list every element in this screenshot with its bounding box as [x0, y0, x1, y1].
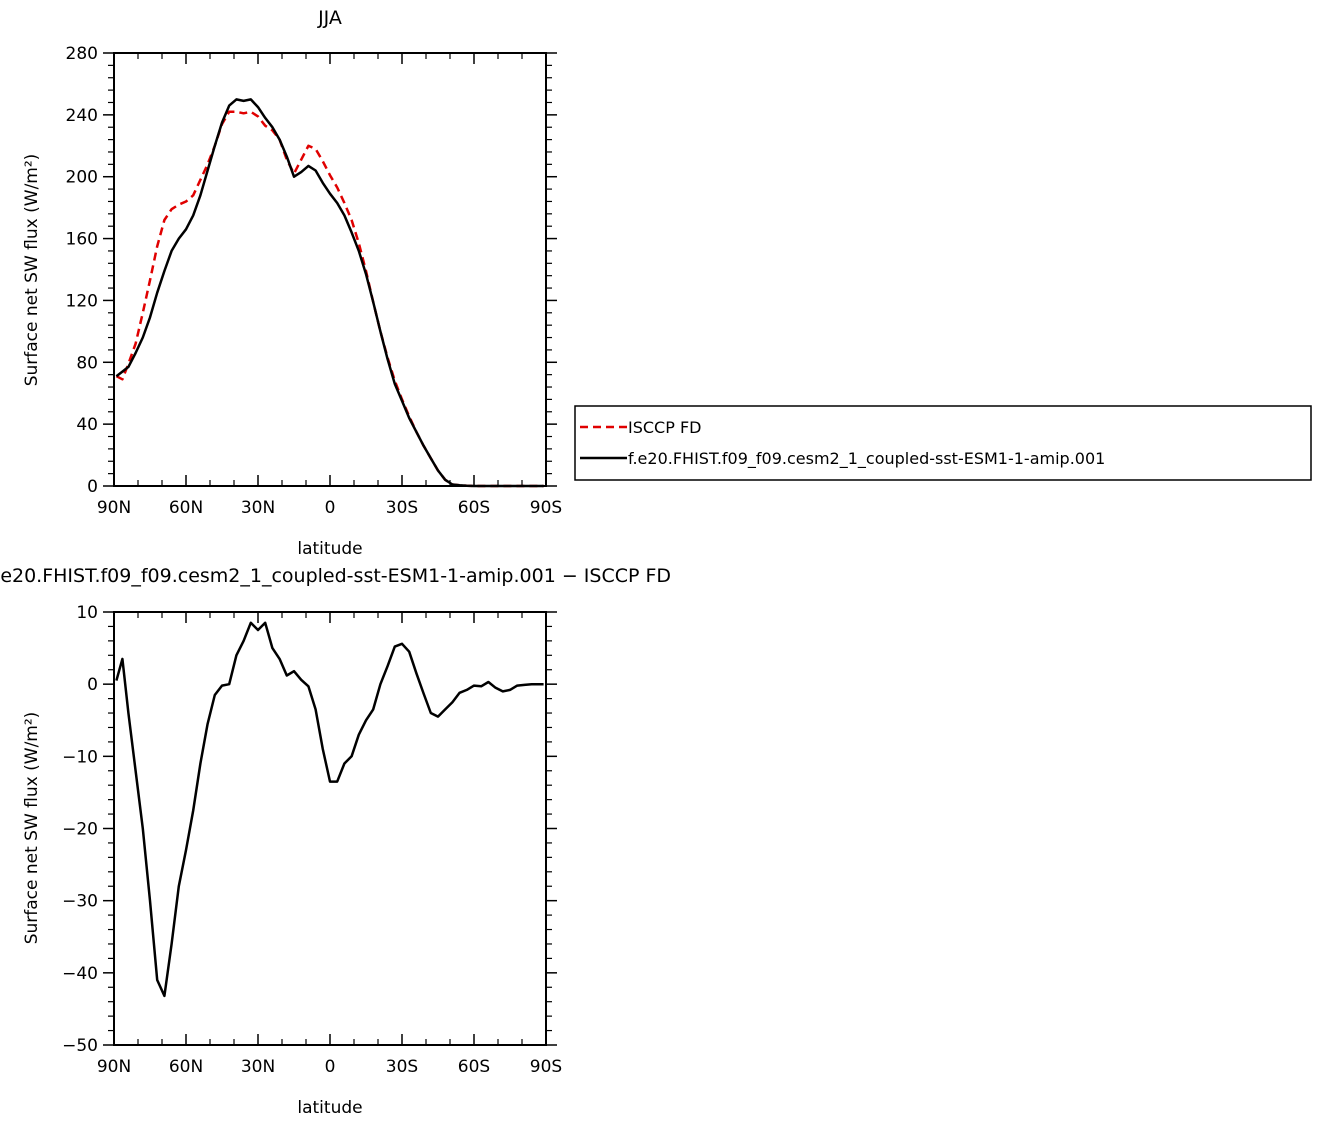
bottom-y-tick-label: −50 [62, 1036, 98, 1056]
top-y-tick-label: 160 [66, 230, 98, 250]
bottom-y-axis-title: Surface net SW flux (W/m²) [22, 712, 42, 945]
top-x-tick-label: 60N [169, 498, 203, 518]
bottom-y-tick-label: 0 [87, 675, 98, 695]
legend: ISCCP FD f.e20.FHIST.f09_f09.cesm2_1_cou… [574, 405, 1312, 481]
bottom-series-line-0 [115, 621, 544, 998]
bottom-panel-title: f.e20.FHIST.f09_f09.cesm2_1_coupled-sst-… [0, 565, 671, 587]
bottom-x-tick-label: 0 [325, 1057, 336, 1077]
bottom-x-tick-label: 30S [386, 1057, 418, 1077]
bottom-x-tick-label: 30N [241, 1057, 275, 1077]
top-panel-title: JJA [317, 7, 342, 29]
bottom-y-tick-label: −20 [62, 820, 98, 840]
bottom-x-axis-title: latitude [297, 1098, 362, 1118]
bottom-x-tick-label: 90S [530, 1057, 562, 1077]
top-y-axis-title: Surface net SW flux (W/m²) [22, 154, 42, 387]
bottom-y-tick-label: −40 [62, 964, 98, 984]
bottom-axes: 90N 60N 30N 0 30S 60S 90S −50 −40 −30 −20 −10 0 10 [62, 603, 562, 1077]
top-x-axis-title: latitude [297, 539, 362, 559]
bottom-y-tick-label: −10 [62, 747, 98, 767]
top-x-tick-label: 90N [97, 498, 131, 518]
legend-label-model: f.e20.FHIST.f09_f09.cesm2_1_coupled-sst-… [628, 449, 1105, 469]
bottom-x-tick-label: 60S [458, 1057, 490, 1077]
top-x-tick-label: 60S [458, 498, 490, 518]
top-series-line-0 [115, 110, 544, 488]
top-y-tick-label: 120 [66, 291, 98, 311]
top-plot-area [115, 98, 544, 488]
legend-label-isccp: ISCCP FD [628, 418, 701, 437]
top-y-tick-label: 40 [76, 415, 98, 435]
top-series-line-1 [115, 98, 544, 488]
top-y-tick-label: 80 [76, 353, 98, 373]
bottom-y-tick-label: −30 [62, 892, 98, 912]
top-x-tick-label: 30S [386, 498, 418, 518]
bottom-plot-frame [113, 611, 547, 1046]
top-y-tick-label: 0 [87, 477, 98, 497]
top-y-tick-label: 200 [66, 168, 98, 188]
top-x-tick-label: 90S [530, 498, 562, 518]
bottom-x-tick-label: 90N [97, 1057, 131, 1077]
legend-box [574, 405, 1312, 481]
top-y-tick-label: 280 [66, 44, 98, 64]
bottom-plot-area [115, 621, 544, 998]
top-plot-frame [113, 52, 547, 487]
top-x-tick-label: 30N [241, 498, 275, 518]
top-axes: 90N 60N 30N 0 30S 60S 90S 0 40 80 120 160 200 240 280 [66, 44, 563, 518]
bottom-y-tick-label: 10 [76, 603, 98, 623]
bottom-x-tick-label: 60N [169, 1057, 203, 1077]
top-x-tick-label: 0 [325, 498, 336, 518]
top-y-tick-label: 240 [66, 106, 98, 126]
